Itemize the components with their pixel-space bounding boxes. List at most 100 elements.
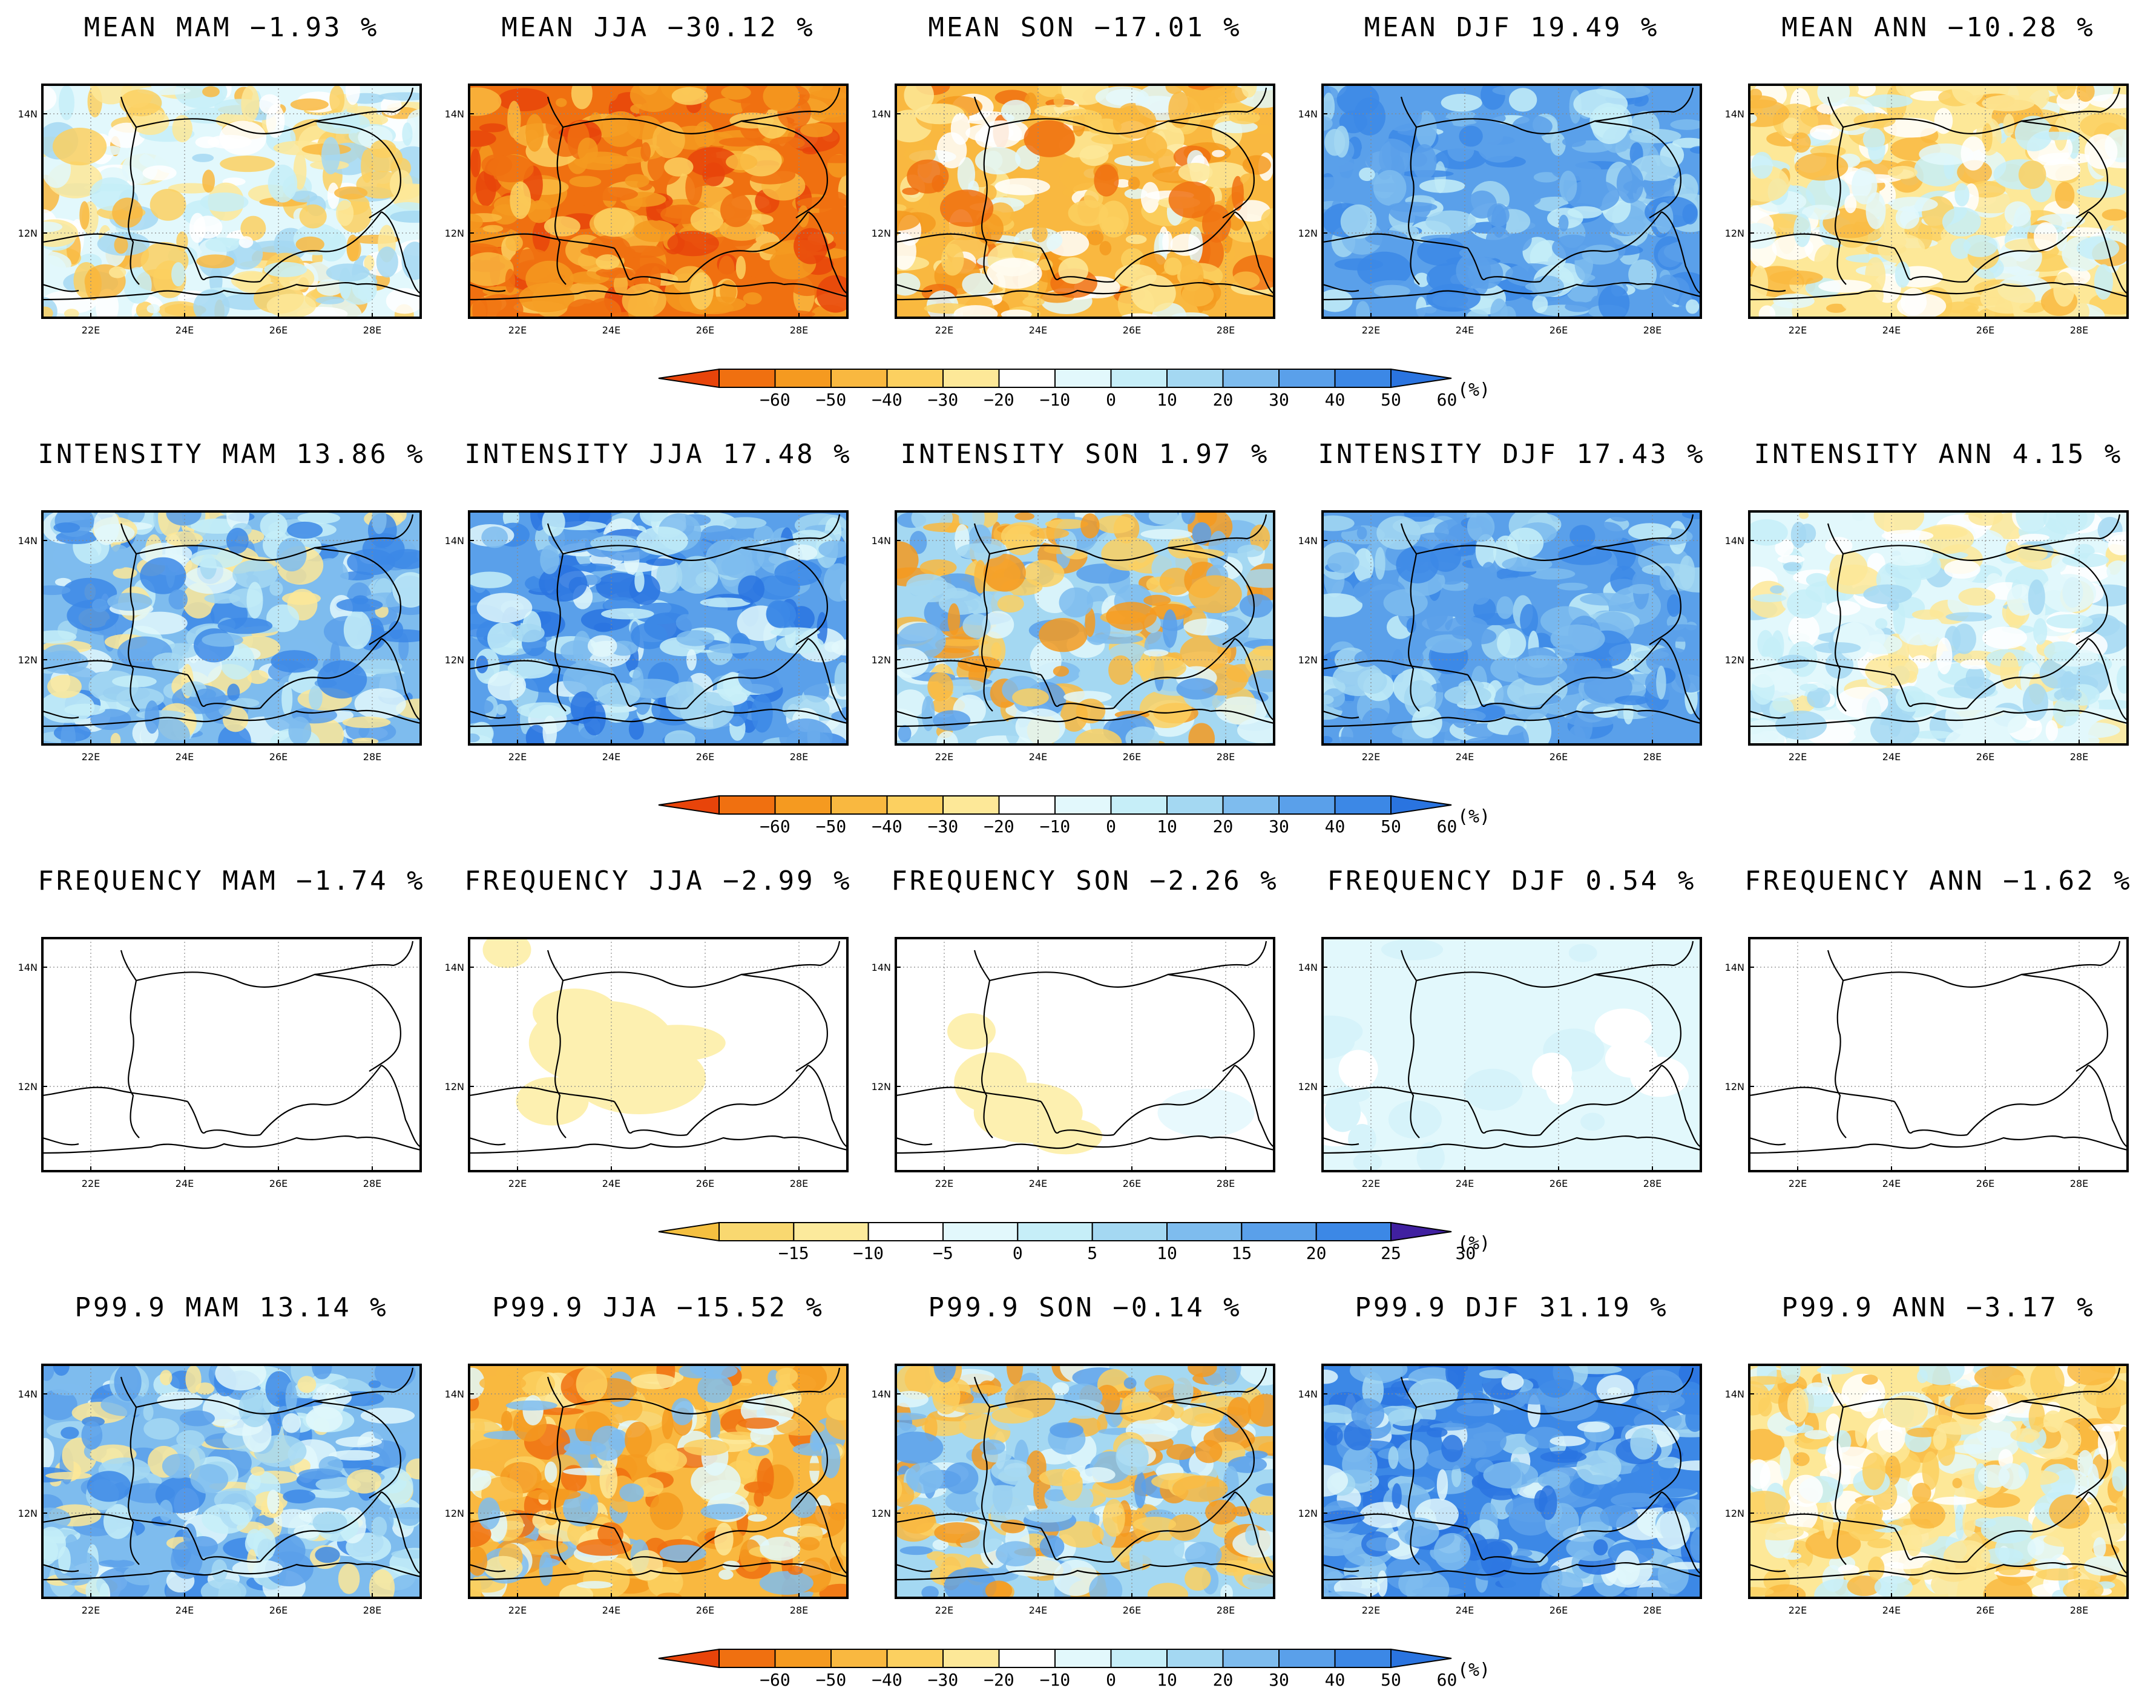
anomaly-patch xyxy=(1240,173,1259,185)
anomaly-patch xyxy=(1576,1450,1622,1485)
anomaly-patch xyxy=(1567,206,1602,218)
anomaly-patch xyxy=(622,283,666,318)
country-border xyxy=(1323,1086,1468,1103)
anomaly-patch xyxy=(2016,511,2047,534)
country-border xyxy=(1323,710,1359,719)
colorbar-tick-label: −10 xyxy=(1039,816,1071,836)
panel-p999-4-field xyxy=(1749,1365,2128,1598)
anomaly-patch xyxy=(628,1025,726,1062)
anomaly-patch xyxy=(1951,85,1986,105)
anomaly-patch xyxy=(1615,1550,1640,1585)
anomaly-patch xyxy=(476,170,496,206)
anomaly-patch xyxy=(982,611,1014,639)
anomaly-patch xyxy=(633,602,689,625)
anomaly-patch xyxy=(2076,185,2126,199)
anomaly-patch xyxy=(1530,275,1564,297)
anomaly-patch xyxy=(469,1394,479,1411)
anomaly-patch xyxy=(2094,264,2113,300)
anomaly-patch xyxy=(774,559,822,586)
country-border xyxy=(1113,1065,1235,1135)
anomaly-patch xyxy=(721,85,751,100)
anomaly-patch xyxy=(312,1365,332,1379)
country-border xyxy=(1234,638,1274,721)
anomaly-patch xyxy=(219,120,267,156)
anomaly-patch xyxy=(702,162,725,186)
anomaly-patch xyxy=(166,511,202,526)
anomaly-patch xyxy=(478,1497,501,1530)
x-tick-label: 22E xyxy=(1789,1605,1807,1616)
anomaly-patch xyxy=(1467,511,1495,542)
anomaly-patch xyxy=(266,294,317,318)
y-tick-label: 14N xyxy=(18,108,38,120)
anomaly-patch xyxy=(599,1460,618,1499)
colorbar-tick-label: −40 xyxy=(872,390,902,410)
anomaly-patch xyxy=(1984,1391,2008,1423)
country-border xyxy=(187,248,261,283)
anomaly-patch xyxy=(1954,183,1970,207)
y-tick-label: 14N xyxy=(872,962,891,973)
anomaly-patch xyxy=(1237,544,1264,557)
anomaly-patch xyxy=(1870,712,1920,744)
anomaly-patch xyxy=(1878,234,1925,264)
anomaly-patch xyxy=(942,679,986,693)
anomaly-patch xyxy=(751,694,773,733)
anomaly-patch xyxy=(347,1469,382,1494)
anomaly-patch xyxy=(1749,223,1776,249)
country-border xyxy=(1661,211,1701,294)
anomaly-patch xyxy=(1327,552,1359,574)
anomaly-patch xyxy=(277,537,307,572)
anomaly-patch xyxy=(347,548,395,576)
country-border xyxy=(1749,282,2065,301)
anomaly-patch xyxy=(1384,665,1404,675)
anomaly-patch xyxy=(1101,216,1124,233)
colorbar-tick-label: −50 xyxy=(815,816,847,836)
anomaly-patch xyxy=(1557,582,1588,591)
country-border xyxy=(1467,674,1541,709)
anomaly-patch xyxy=(708,643,757,654)
panel-intensity-0-borders xyxy=(42,514,421,728)
anomaly-patch xyxy=(962,272,994,296)
y-tick-label: 12N xyxy=(1725,1081,1744,1092)
anomaly-patch xyxy=(1752,1523,1804,1541)
x-tick-label: 26E xyxy=(1976,1605,1994,1616)
anomaly-patch xyxy=(1162,231,1173,254)
anomaly-patch xyxy=(1053,1559,1098,1596)
colorbar-segment xyxy=(1334,369,1392,388)
anomaly-patch xyxy=(664,730,696,744)
anomaly-patch xyxy=(1884,1395,1928,1428)
colorbar-tick-label: 50 xyxy=(1381,1670,1401,1690)
anomaly-patch xyxy=(1413,1470,1439,1490)
x-tick-label: 28E xyxy=(790,751,808,763)
anomaly-patch xyxy=(1375,547,1385,580)
anomaly-patch xyxy=(718,1569,734,1580)
anomaly-patch xyxy=(729,112,774,129)
x-tick-label: 26E xyxy=(696,324,714,336)
anomaly-patch xyxy=(1855,1418,1866,1447)
country-border xyxy=(1827,523,1844,554)
anomaly-patch xyxy=(944,1462,979,1494)
x-tick-label: 22E xyxy=(82,751,100,763)
anomaly-patch xyxy=(1359,167,1375,182)
anomaly-patch xyxy=(1231,1506,1252,1517)
country-border xyxy=(1168,973,1255,1072)
anomaly-patch xyxy=(1919,524,1974,554)
anomaly-patch xyxy=(1655,274,1680,307)
x-tick-label: 22E xyxy=(1789,324,1807,336)
anomaly-patch xyxy=(525,724,547,744)
x-tick-label: 24E xyxy=(1456,751,1474,763)
anomaly-patch xyxy=(1658,1457,1682,1468)
anomaly-patch xyxy=(1806,1382,1829,1396)
country-border xyxy=(981,553,993,712)
panel-mean-3-gridlines xyxy=(1323,85,1701,318)
anomaly-patch xyxy=(1101,537,1155,571)
country-border xyxy=(1661,638,1701,721)
anomaly-patch xyxy=(1436,1469,1448,1501)
anomaly-patch xyxy=(736,1449,757,1479)
anomaly-patch xyxy=(1630,1427,1658,1460)
anomaly-patch xyxy=(202,169,215,193)
y-tick-label: 12N xyxy=(18,654,38,666)
